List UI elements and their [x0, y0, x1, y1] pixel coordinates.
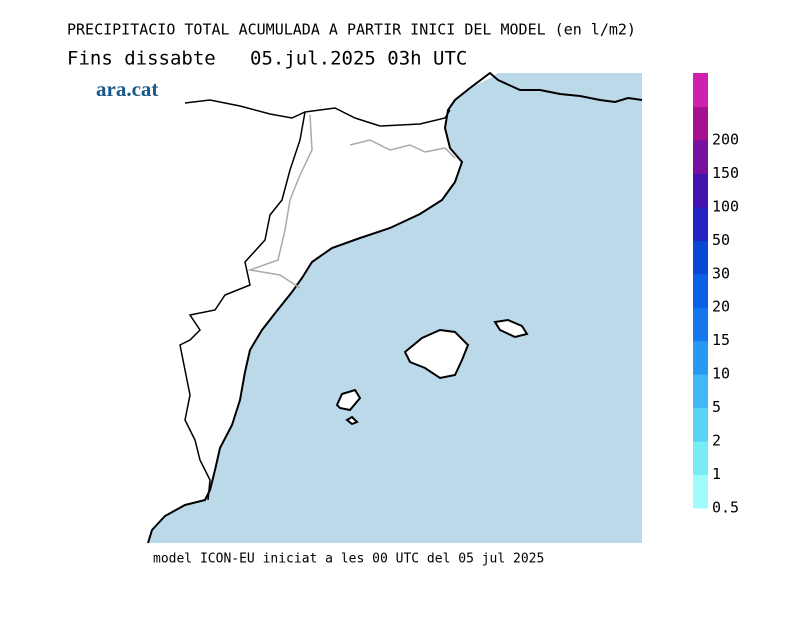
title: PRECIPITACIO TOTAL ACUMULADA A PARTIR IN… [67, 21, 636, 39]
legend-label: 5 [712, 398, 721, 416]
legend-label: 50 [712, 231, 730, 249]
legend-label: 10 [712, 365, 730, 383]
legend-swatch [693, 73, 708, 107]
legend-label: 20 [712, 298, 730, 316]
legend-swatch [693, 307, 708, 342]
border [179, 111, 306, 501]
island [345, 415, 359, 426]
legend-swatch [693, 474, 708, 509]
region-border [247, 114, 313, 289]
legend-swatch [693, 206, 708, 241]
legend-swatch [693, 340, 708, 375]
island [335, 388, 362, 412]
legend-swatch [693, 407, 708, 442]
legend-swatch [693, 273, 708, 308]
island [493, 318, 529, 339]
sea [148, 73, 642, 543]
legend: 0.5 1 2 5 10 15 20 30 50 100 150 200 [693, 73, 739, 517]
coastline [147, 71, 643, 544]
legend-label: 0.5 [712, 499, 739, 517]
legend-swatch [693, 441, 708, 476]
legend-swatch [693, 240, 708, 275]
region-border [349, 139, 456, 159]
legend-label: 15 [712, 331, 730, 349]
legend-swatch [693, 374, 708, 409]
legend-label: 30 [712, 264, 730, 282]
legend-label: 200 [712, 130, 739, 148]
island [403, 328, 470, 380]
legend-swatch [693, 139, 708, 174]
legend-swatch [693, 173, 708, 208]
legend-swatch [693, 106, 708, 141]
subtitle: Fins dissabte 05.jul.2025 03h UTC [67, 48, 467, 70]
legend-label: 150 [712, 164, 739, 182]
legend-label: 2 [712, 432, 721, 450]
logo: ara.cat [96, 77, 158, 101]
legend-label: 100 [712, 197, 739, 215]
legend-label: 1 [712, 465, 721, 483]
border [184, 99, 451, 127]
footer: model ICON-EU iniciat a les 00 UTC del 0… [153, 552, 544, 567]
